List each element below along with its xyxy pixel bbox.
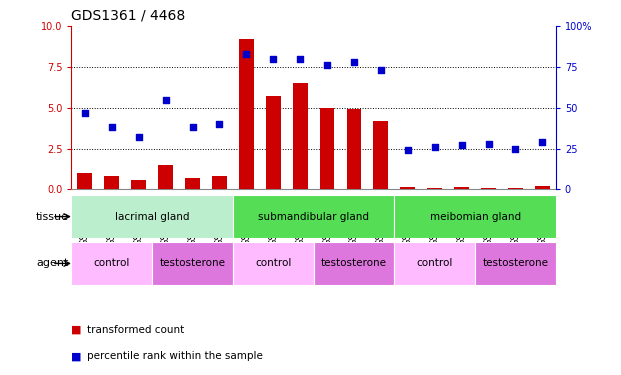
- Text: percentile rank within the sample: percentile rank within the sample: [87, 351, 263, 361]
- Text: ■: ■: [71, 325, 86, 335]
- Text: tissue: tissue: [35, 211, 68, 222]
- Text: GSM27199: GSM27199: [295, 193, 305, 246]
- Text: lacrimal gland: lacrimal gland: [115, 211, 189, 222]
- Bar: [394, 242, 475, 285]
- Bar: [508, 188, 523, 189]
- Point: [107, 124, 117, 130]
- Bar: [71, 242, 152, 285]
- Bar: [266, 96, 281, 189]
- Bar: [475, 242, 556, 285]
- Point: [349, 59, 359, 65]
- Bar: [535, 186, 550, 189]
- Text: GSM27186: GSM27186: [107, 193, 117, 246]
- Bar: [131, 180, 146, 189]
- Text: GSM27198: GSM27198: [268, 193, 278, 246]
- Text: GSM27185: GSM27185: [80, 193, 90, 246]
- Text: meibomian gland: meibomian gland: [430, 211, 520, 222]
- Point: [456, 142, 466, 148]
- Point: [322, 62, 332, 68]
- Text: ■: ■: [71, 351, 86, 361]
- Point: [537, 139, 547, 145]
- Point: [484, 141, 494, 147]
- Text: GSM27190: GSM27190: [214, 193, 224, 246]
- Text: control: control: [255, 258, 291, 268]
- Bar: [347, 110, 361, 189]
- Point: [403, 147, 413, 153]
- Bar: [481, 188, 496, 189]
- Bar: [212, 176, 227, 189]
- Point: [134, 134, 143, 140]
- Bar: [233, 195, 394, 238]
- Text: GSM27187: GSM27187: [134, 193, 143, 246]
- Bar: [185, 178, 200, 189]
- Point: [295, 56, 305, 62]
- Text: agent: agent: [36, 258, 68, 268]
- Point: [80, 110, 90, 116]
- Text: GSM27192: GSM27192: [430, 193, 440, 246]
- Text: GSM27189: GSM27189: [188, 193, 197, 246]
- Text: submandibular gland: submandibular gland: [258, 211, 369, 222]
- Text: GSM27201: GSM27201: [349, 193, 359, 246]
- Text: GSM27200: GSM27200: [322, 193, 332, 246]
- Bar: [454, 187, 469, 189]
- Text: GSM27202: GSM27202: [376, 193, 386, 246]
- Point: [188, 124, 197, 130]
- Point: [214, 121, 224, 127]
- Point: [161, 97, 171, 103]
- Bar: [373, 121, 388, 189]
- Bar: [239, 39, 254, 189]
- Point: [510, 146, 520, 152]
- Text: testosterone: testosterone: [483, 258, 548, 268]
- Text: control: control: [94, 258, 130, 268]
- Text: GSM27195: GSM27195: [510, 193, 520, 246]
- Bar: [314, 242, 394, 285]
- Text: GSM27197: GSM27197: [242, 193, 252, 246]
- Text: GDS1361 / 4468: GDS1361 / 4468: [71, 9, 186, 22]
- Bar: [292, 83, 307, 189]
- Text: GSM27196: GSM27196: [537, 193, 547, 246]
- Text: GSM27191: GSM27191: [403, 193, 413, 246]
- Bar: [104, 176, 119, 189]
- Bar: [152, 242, 233, 285]
- Text: GSM27194: GSM27194: [484, 193, 494, 246]
- Bar: [78, 173, 93, 189]
- Text: GSM27188: GSM27188: [161, 193, 171, 246]
- Bar: [71, 195, 233, 238]
- Bar: [394, 195, 556, 238]
- Point: [268, 56, 278, 62]
- Bar: [427, 188, 442, 189]
- Text: control: control: [417, 258, 453, 268]
- Text: testosterone: testosterone: [160, 258, 225, 268]
- Bar: [320, 108, 335, 189]
- Bar: [401, 187, 415, 189]
- Bar: [233, 242, 314, 285]
- Point: [242, 51, 252, 57]
- Text: transformed count: transformed count: [87, 325, 184, 335]
- Point: [430, 144, 440, 150]
- Point: [376, 67, 386, 73]
- Text: testosterone: testosterone: [321, 258, 387, 268]
- Bar: [158, 165, 173, 189]
- Text: GSM27193: GSM27193: [456, 193, 466, 246]
